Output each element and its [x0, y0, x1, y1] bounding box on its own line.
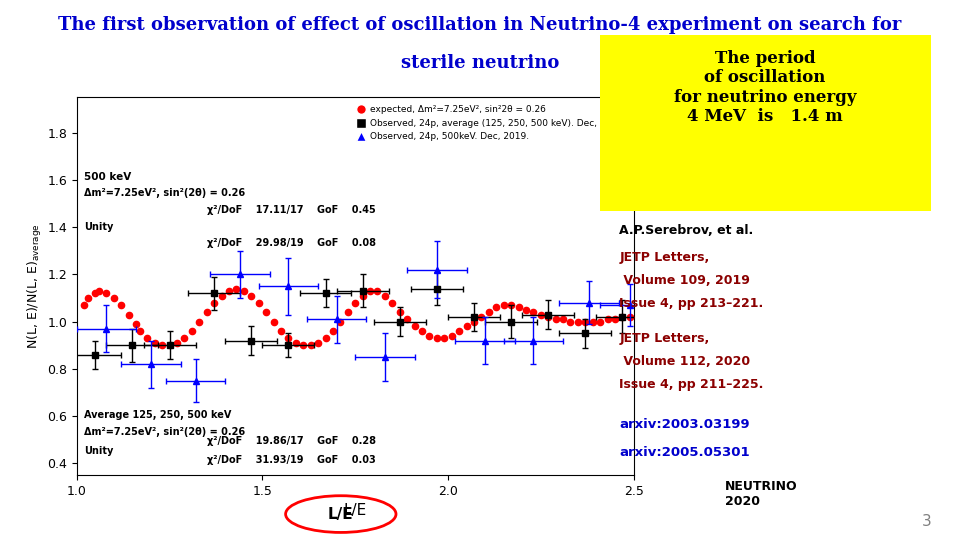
Text: χ²/DoF    17.11/17    GoF    0.45: χ²/DoF 17.11/17 GoF 0.45 [206, 205, 375, 215]
Text: Δm²=7.25eV², sin²(2θ) = 0.26: Δm²=7.25eV², sin²(2θ) = 0.26 [84, 188, 246, 198]
Text: χ²/DoF    19.86/17    GoF    0.28: χ²/DoF 19.86/17 GoF 0.28 [206, 436, 375, 447]
Y-axis label: N(L, E)/N(L, E)$_\mathrm{average}$: N(L, E)/N(L, E)$_\mathrm{average}$ [26, 224, 44, 349]
Text: The period
of oscillation
for neutrino energy
4 MeV  is   1.4 m: The period of oscillation for neutrino e… [674, 50, 856, 125]
Text: arxiv:2003.03199: arxiv:2003.03199 [619, 418, 750, 431]
Text: Volume 109, 2019: Volume 109, 2019 [619, 274, 750, 287]
Text: JETP Letters,: JETP Letters, [619, 332, 709, 345]
Text: sterile neutrino: sterile neutrino [401, 54, 559, 72]
Text: χ²/DoF    31.93/19    GoF    0.03: χ²/DoF 31.93/19 GoF 0.03 [206, 455, 375, 465]
Legend: expected, Δm²=7.25eV², sin²2θ = 0.26, Observed, 24p, average (125, 250, 500 keV): expected, Δm²=7.25eV², sin²2θ = 0.26, Ob… [352, 102, 629, 145]
Text: Issue 4, pp 211–225.: Issue 4, pp 211–225. [619, 378, 763, 391]
Text: Unity: Unity [84, 446, 113, 456]
Text: Unity: Unity [84, 221, 113, 232]
Text: 500 keV: 500 keV [84, 172, 132, 182]
Text: Average 125, 250, 500 keV: Average 125, 250, 500 keV [84, 410, 231, 421]
Text: 3: 3 [922, 514, 931, 529]
X-axis label: L/E: L/E [344, 503, 367, 518]
Text: A.P.Serebrov, et al.: A.P.Serebrov, et al. [619, 224, 754, 237]
Text: The first observation of effect of oscillation in Neutrino-4 experiment on searc: The first observation of effect of oscil… [59, 16, 901, 34]
Text: Δm²=7.25eV², sin²(2θ) = 0.26: Δm²=7.25eV², sin²(2θ) = 0.26 [84, 427, 246, 437]
Text: χ²/DoF    29.98/19    GoF    0.08: χ²/DoF 29.98/19 GoF 0.08 [206, 238, 375, 248]
Text: Issue 4, pp 213–221.: Issue 4, pp 213–221. [619, 297, 763, 310]
Text: L/E: L/E [328, 507, 353, 522]
Text: arxiv:2005.05301: arxiv:2005.05301 [619, 446, 750, 458]
Text: Volume 112, 2020: Volume 112, 2020 [619, 355, 751, 368]
Text: JETP Letters,: JETP Letters, [619, 251, 709, 264]
Text: NEUTRINO
2020: NEUTRINO 2020 [725, 480, 798, 508]
